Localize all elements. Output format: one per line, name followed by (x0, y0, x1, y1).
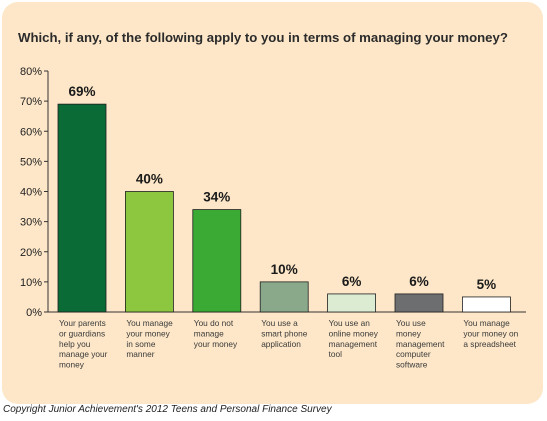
y-tick-label: 20% (20, 247, 42, 259)
category-label: You do not manage your money (194, 318, 238, 349)
bar (394, 293, 444, 313)
bar (57, 103, 107, 313)
category-label: You use a smart phone application (261, 318, 308, 349)
y-tick-label: 40% (20, 187, 42, 199)
bar (327, 293, 377, 313)
data-label: 10% (271, 262, 298, 277)
category-label: You use an online money management tool (329, 318, 379, 359)
y-tick-label: 50% (20, 156, 42, 168)
y-tick-label: 30% (20, 217, 42, 229)
y-tick-label: 60% (20, 126, 42, 138)
category-label: Your parents or guardians help you manage y… (59, 318, 108, 370)
category-label: You manage your money in some manner (126, 318, 173, 359)
data-label: 6% (342, 274, 362, 289)
category-label: You use money management computer software (396, 318, 445, 370)
y-tick-label: 80% (20, 66, 42, 78)
bar (192, 209, 242, 313)
copyright-note: Copyright Junior Achievement's 2012 Teen… (3, 404, 332, 415)
bar (259, 281, 309, 313)
data-label: 69% (68, 84, 95, 99)
y-tick-label: 70% (20, 96, 42, 108)
y-tick-label: 10% (20, 277, 42, 289)
bar (461, 296, 511, 313)
category-label: You manage your money on a spreadsheet (463, 318, 518, 349)
data-label: 5% (477, 277, 497, 292)
data-label: 6% (409, 274, 429, 289)
data-label: 40% (136, 172, 163, 187)
bar (125, 191, 174, 313)
data-label: 34% (203, 190, 230, 205)
chart-title: Which, if any, of the following apply to… (18, 30, 508, 45)
y-tick-label: 0% (26, 307, 42, 319)
